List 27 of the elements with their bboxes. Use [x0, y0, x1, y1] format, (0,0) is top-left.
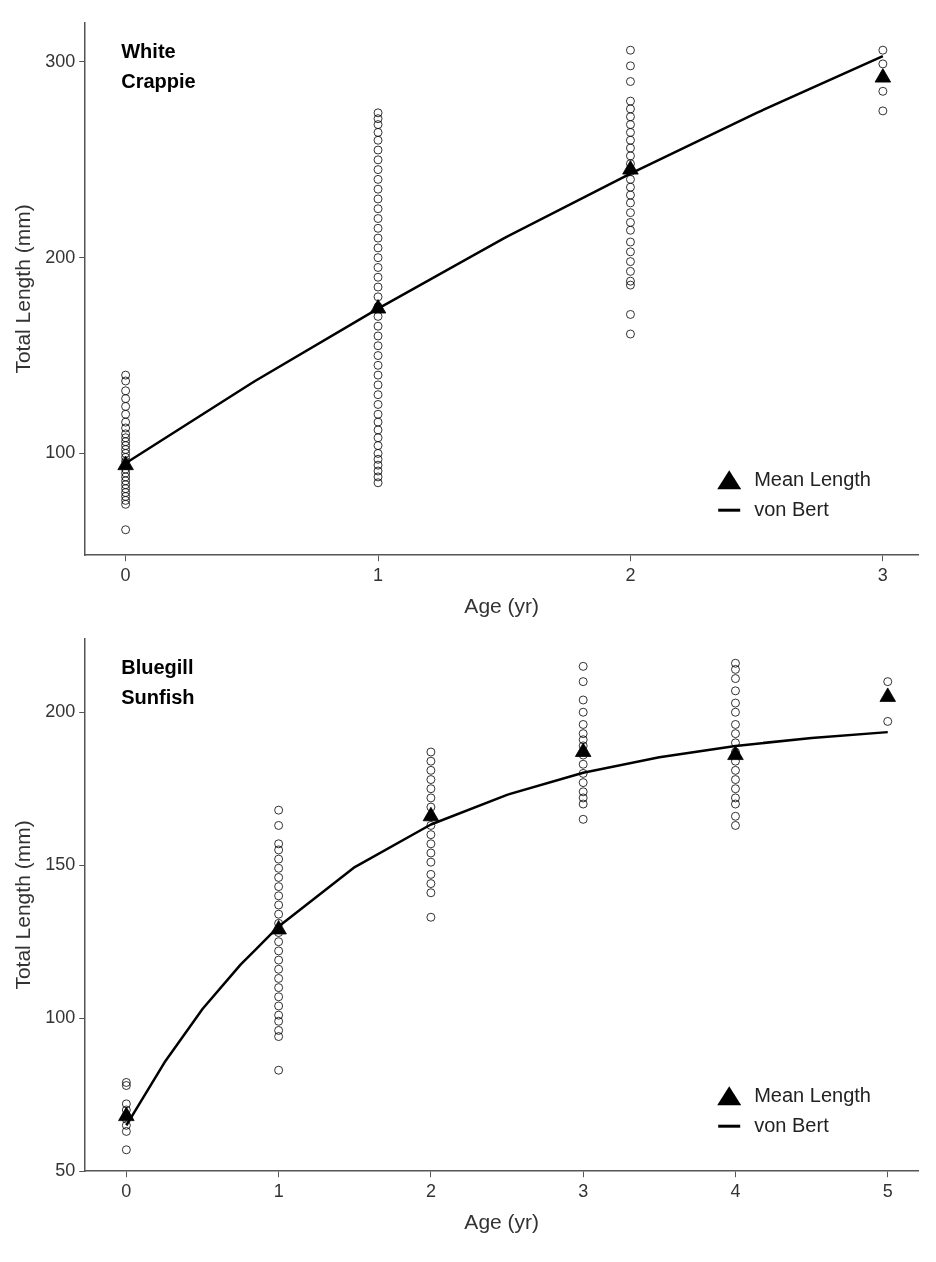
- y-axis-title: Total Length (mm): [11, 820, 35, 990]
- x-axis-title: Age (yr): [464, 594, 540, 618]
- x-tick-label: 4: [730, 1180, 741, 1201]
- x-tick-label: 2: [625, 564, 636, 585]
- text: White Crappie: [121, 40, 196, 93]
- x-axis-title: Age (yr): [464, 1210, 540, 1234]
- y-tick-label: 200: [45, 701, 76, 722]
- legend-label: Mean Length: [754, 467, 871, 490]
- legend-label: von Bert: [754, 497, 830, 520]
- text: Bluegill Sunfish: [121, 656, 195, 709]
- y-tick-label: 150: [45, 854, 76, 875]
- x-tick-label: 3: [877, 564, 888, 585]
- x-tick-label: 1: [373, 564, 384, 585]
- y-axis-title: Total Length (mm): [11, 204, 35, 374]
- legend-label: Mean Length: [754, 1083, 871, 1106]
- x-tick-label: 2: [425, 1180, 436, 1201]
- x-tick-label: 5: [882, 1180, 893, 1201]
- x-tick-label: 3: [578, 1180, 589, 1201]
- x-tick-label: 0: [120, 564, 131, 585]
- x-tick-label: 1: [273, 1180, 284, 1201]
- y-tick-label: 300: [45, 50, 76, 71]
- y-tick-label: 100: [45, 1007, 76, 1028]
- x-tick-label: 0: [121, 1180, 132, 1201]
- y-tick-label: 50: [55, 1160, 76, 1181]
- legend-label: von Bert: [754, 1113, 830, 1136]
- y-tick-label: 100: [45, 442, 76, 463]
- y-tick-label: 200: [45, 246, 76, 267]
